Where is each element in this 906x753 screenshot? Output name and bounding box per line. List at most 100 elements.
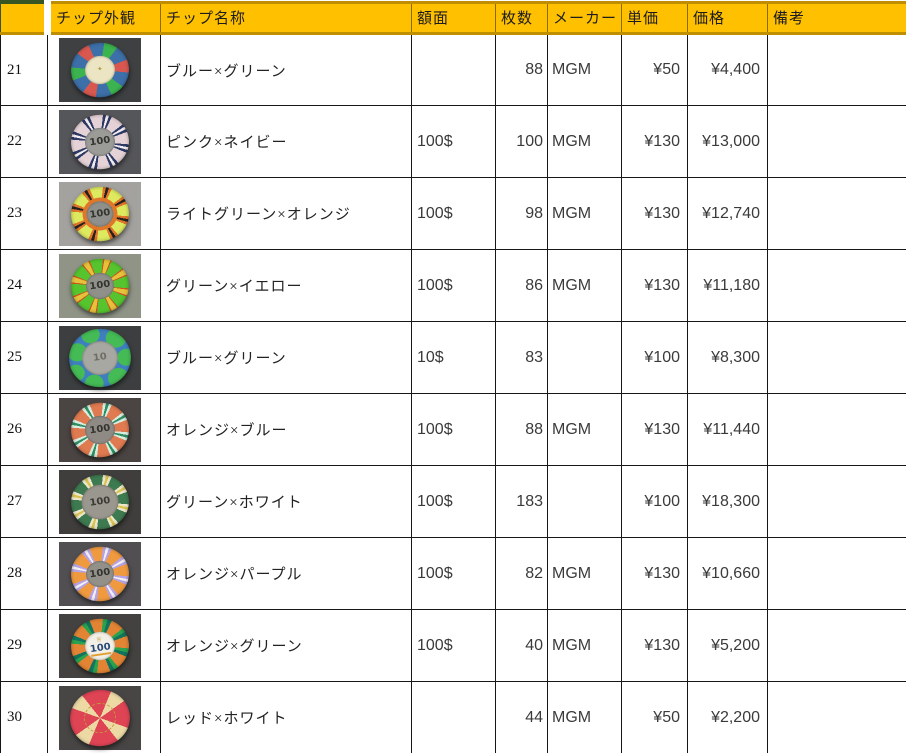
- denomination-cell[interactable]: [411, 33, 496, 106]
- price-cell[interactable]: ¥13,000: [687, 105, 768, 178]
- chip-appearance-cell[interactable]: ♕ 100: [47, 609, 161, 682]
- chip-name-cell[interactable]: ブルー×グリーン: [160, 33, 412, 106]
- chip-name-cell[interactable]: グリーン×イエロー: [160, 249, 412, 322]
- denomination-cell[interactable]: 100$: [411, 393, 496, 466]
- chip-appearance-cell[interactable]: 100: [47, 393, 161, 466]
- row-number-cell[interactable]: 21: [0, 33, 48, 106]
- chip-photo: 10: [59, 324, 141, 391]
- price-cell[interactable]: ¥11,180: [687, 249, 768, 322]
- row-number-cell[interactable]: 26: [0, 393, 48, 466]
- maker-cell[interactable]: MGM: [547, 105, 622, 178]
- remarks-cell[interactable]: [767, 321, 906, 394]
- row-number-cell[interactable]: 22: [0, 105, 48, 178]
- header-cell-name[interactable]: チップ名称: [160, 0, 412, 35]
- header-cell-rownum[interactable]: [0, 0, 51, 35]
- maker-cell[interactable]: MGM: [547, 609, 622, 682]
- quantity-cell[interactable]: 86: [495, 249, 548, 322]
- row-number-cell[interactable]: 30: [0, 681, 48, 753]
- denomination-cell[interactable]: 100$: [411, 177, 496, 250]
- price-cell[interactable]: ¥11,440: [687, 393, 768, 466]
- chip-name-cell[interactable]: オレンジ×ブルー: [160, 393, 412, 466]
- chip-appearance-cell[interactable]: 100: [47, 249, 161, 322]
- maker-cell[interactable]: [547, 465, 622, 538]
- row-number-cell[interactable]: 25: [0, 321, 48, 394]
- header-cell-remarks[interactable]: 備考: [767, 0, 906, 35]
- price-cell[interactable]: ¥10,660: [687, 537, 768, 610]
- quantity-cell[interactable]: 98: [495, 177, 548, 250]
- chip-name-cell[interactable]: ブルー×グリーン: [160, 321, 412, 394]
- maker-cell[interactable]: MGM: [547, 681, 622, 753]
- row-number-cell[interactable]: 23: [0, 177, 48, 250]
- unit-price-cell[interactable]: ¥50: [621, 681, 688, 753]
- header-cell-appearance[interactable]: チップ外観: [47, 0, 161, 35]
- price-cell[interactable]: ¥4,400: [687, 33, 768, 106]
- remarks-cell[interactable]: [767, 105, 906, 178]
- remarks-cell[interactable]: [767, 465, 906, 538]
- unit-price-cell[interactable]: ¥130: [621, 393, 688, 466]
- row-number-cell[interactable]: 24: [0, 249, 48, 322]
- remarks-cell[interactable]: [767, 177, 906, 250]
- remarks-cell[interactable]: [767, 249, 906, 322]
- denomination-cell[interactable]: 10$: [411, 321, 496, 394]
- maker-cell[interactable]: MGM: [547, 177, 622, 250]
- quantity-cell[interactable]: 88: [495, 393, 548, 466]
- remarks-cell[interactable]: [767, 393, 906, 466]
- remarks-cell[interactable]: [767, 33, 906, 106]
- chip-appearance-cell[interactable]: [47, 681, 161, 753]
- header-cell-quantity[interactable]: 枚数: [495, 0, 548, 35]
- denomination-cell[interactable]: 100$: [411, 249, 496, 322]
- maker-cell[interactable]: MGM: [547, 393, 622, 466]
- chip-appearance-cell[interactable]: 100: [47, 537, 161, 610]
- price-cell[interactable]: ¥18,300: [687, 465, 768, 538]
- chip-name-cell[interactable]: オレンジ×グリーン: [160, 609, 412, 682]
- chip-name-cell[interactable]: ピンク×ネイビー: [160, 105, 412, 178]
- price-cell[interactable]: ¥5,200: [687, 609, 768, 682]
- quantity-cell[interactable]: 100: [495, 105, 548, 178]
- row-number-cell[interactable]: 27: [0, 465, 48, 538]
- chip-appearance-cell[interactable]: 100: [47, 465, 161, 538]
- quantity-cell[interactable]: 83: [495, 321, 548, 394]
- unit-price-cell[interactable]: ¥130: [621, 537, 688, 610]
- chip-name-cell[interactable]: グリーン×ホワイト: [160, 465, 412, 538]
- chip-name-cell[interactable]: レッド×ホワイト: [160, 681, 412, 753]
- chip-appearance-cell[interactable]: 100: [47, 105, 161, 178]
- header-cell-price[interactable]: 価格: [687, 0, 768, 35]
- unit-price-cell[interactable]: ¥100: [621, 321, 688, 394]
- chip-appearance-cell[interactable]: ✦: [47, 33, 161, 106]
- remarks-cell[interactable]: [767, 681, 906, 753]
- price-cell[interactable]: ¥12,740: [687, 177, 768, 250]
- denomination-cell[interactable]: 100$: [411, 465, 496, 538]
- remarks-cell[interactable]: [767, 537, 906, 610]
- price-cell[interactable]: ¥2,200: [687, 681, 768, 753]
- chip-appearance-cell[interactable]: 10: [47, 321, 161, 394]
- maker-cell[interactable]: [547, 321, 622, 394]
- unit-price-cell[interactable]: ¥50: [621, 33, 688, 106]
- chip-name-cell[interactable]: ライトグリーン×オレンジ: [160, 177, 412, 250]
- quantity-cell[interactable]: 82: [495, 537, 548, 610]
- unit-price-cell[interactable]: ¥100: [621, 465, 688, 538]
- maker-cell[interactable]: MGM: [547, 33, 622, 106]
- row-number-cell[interactable]: 28: [0, 537, 48, 610]
- chip-name-cell[interactable]: オレンジ×パープル: [160, 537, 412, 610]
- header-cell-denomination[interactable]: 額面: [411, 0, 496, 35]
- chip-appearance-cell[interactable]: 100: [47, 177, 161, 250]
- quantity-cell[interactable]: 183: [495, 465, 548, 538]
- unit-price-cell[interactable]: ¥130: [621, 105, 688, 178]
- denomination-cell[interactable]: 100$: [411, 105, 496, 178]
- unit-price-cell[interactable]: ¥130: [621, 609, 688, 682]
- unit-price-cell[interactable]: ¥130: [621, 177, 688, 250]
- denomination-cell[interactable]: 100$: [411, 609, 496, 682]
- denomination-cell[interactable]: 100$: [411, 537, 496, 610]
- price-cell[interactable]: ¥8,300: [687, 321, 768, 394]
- maker-cell[interactable]: MGM: [547, 249, 622, 322]
- header-cell-maker[interactable]: メーカー: [547, 0, 622, 35]
- unit-price-cell[interactable]: ¥130: [621, 249, 688, 322]
- header-cell-unit-price[interactable]: 単価: [621, 0, 688, 35]
- remarks-cell[interactable]: [767, 609, 906, 682]
- maker-cell[interactable]: MGM: [547, 537, 622, 610]
- row-number-cell[interactable]: 29: [0, 609, 48, 682]
- denomination-cell[interactable]: [411, 681, 496, 753]
- quantity-cell[interactable]: 44: [495, 681, 548, 753]
- quantity-cell[interactable]: 88: [495, 33, 548, 106]
- quantity-cell[interactable]: 40: [495, 609, 548, 682]
